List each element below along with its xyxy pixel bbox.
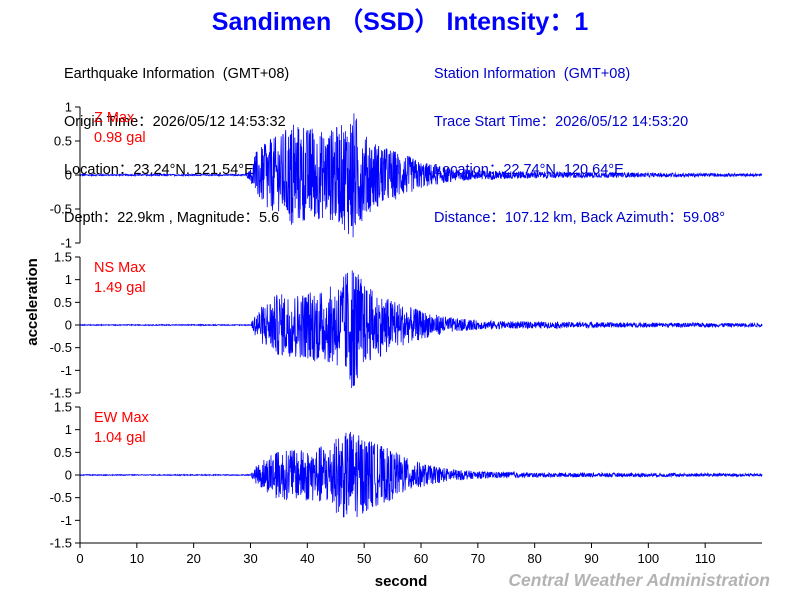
y-tick-label: 0 (65, 468, 72, 483)
trace-ew-line (79, 431, 763, 518)
trace-start-time: Trace Start Time：2026/05/12 14:53:20 (434, 114, 689, 130)
x-tick-label: 80 (527, 551, 541, 566)
x-tick-label: 90 (584, 551, 598, 566)
y-axis-label: acceleration (24, 258, 41, 346)
y-tick-label: 1 (65, 100, 72, 115)
page-title: Sandimen （SSD） Intensity：1 (211, 8, 589, 36)
panel-ew: -1.5 -1 -0.5 0 0.5 1 1.5 EW Max 1.04 gal (50, 400, 763, 551)
y-tick-label: 1 (65, 422, 72, 437)
x-tick-label: 50 (357, 551, 371, 566)
y-tick-label: -1.5 (50, 536, 72, 551)
x-tick-label: 40 (300, 551, 314, 566)
max-label-z: Z Max (94, 110, 135, 126)
y-tick-label: -0.5 (50, 340, 72, 355)
earthquake-info-heading: Earthquake Information (GMT+08) (64, 66, 290, 82)
y-tick-label: 1 (65, 272, 72, 287)
origin-time: Origin Time：2026/05/12 14:53:32 (64, 114, 286, 130)
y-tick-label: 0 (65, 318, 72, 333)
panel-z: -1 -0.5 0 0.5 1 Z Max 0.98 gal (50, 100, 763, 251)
y-tick-label: 0.5 (54, 295, 72, 310)
y-tick-label: -1 (60, 513, 72, 528)
y-tick-label: 1.5 (54, 400, 72, 415)
max-value-ns: 1.49 gal (94, 280, 146, 296)
depth-magnitude: Depth：22.9km , Magnitude：5.6 (64, 210, 280, 226)
x-axis-label: second (375, 573, 428, 590)
y-tick-label: -1.5 (50, 386, 72, 401)
max-value-ew: 1.04 gal (94, 430, 146, 446)
credit-text: Central Weather Administration (508, 570, 770, 590)
panel-ns: -1.5 -1 -0.5 0 0.5 1 1.5 NS Max 1.49 gal (50, 250, 763, 401)
x-tick-label: 70 (471, 551, 485, 566)
y-tick-label: 1.5 (54, 250, 72, 265)
max-value-z: 0.98 gal (94, 130, 146, 146)
x-tick-label: 30 (243, 551, 257, 566)
max-label-ns: NS Max (94, 260, 146, 276)
y-tick-label: 0 (65, 168, 72, 183)
y-tick-label: -1 (60, 363, 72, 378)
y-tick-label: 0.5 (54, 134, 72, 149)
x-tick-label: 10 (130, 551, 144, 566)
x-tick-label: 110 (695, 551, 716, 566)
y-tick-label: -0.5 (50, 490, 72, 505)
station-info-heading: Station Information (GMT+08) (434, 66, 631, 82)
trace-ns-line (79, 270, 763, 388)
y-tick-label: -1 (60, 236, 72, 251)
distance-azimuth: Distance：107.12 km, Back Azimuth：59.08° (434, 210, 726, 226)
trace-z-line (79, 113, 763, 238)
x-tick-label: 20 (186, 551, 200, 566)
earthquake-info-block: Earthquake Information (GMT+08) Origin T… (64, 34, 289, 242)
epicenter-location: Location：23.24°N, 121.54°E (64, 162, 254, 178)
max-label-ew: EW Max (94, 410, 150, 426)
x-tick-label: 0 (76, 551, 83, 566)
y-tick-label: -0.5 (50, 202, 72, 217)
x-tick-label: 60 (414, 551, 428, 566)
y-tick-label: 0.5 (54, 445, 72, 460)
x-tick-label: 100 (637, 551, 659, 566)
